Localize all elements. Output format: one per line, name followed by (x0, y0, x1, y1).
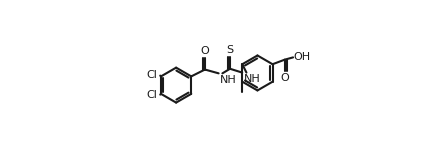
Text: NH: NH (244, 74, 260, 84)
Text: O: O (201, 46, 209, 56)
Text: OH: OH (294, 52, 311, 62)
Text: NH: NH (220, 75, 237, 85)
Text: Cl: Cl (146, 70, 157, 80)
Text: S: S (226, 45, 233, 55)
Text: O: O (280, 73, 289, 83)
Text: Cl: Cl (146, 90, 157, 100)
